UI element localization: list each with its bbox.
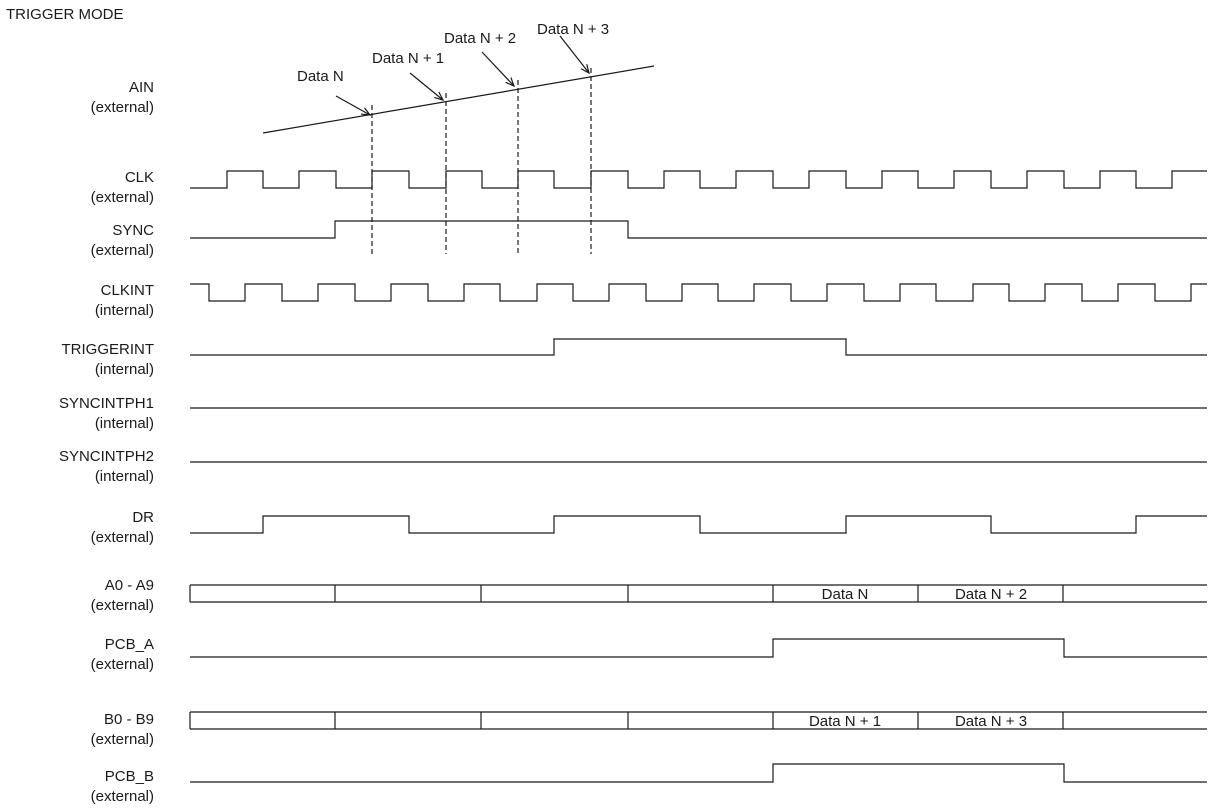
ain-waveform [262,65,655,134]
signal-label-a-bus: A0 - A9 (external) [90,577,154,614]
signal-label-pcb-b: PCB_B (external) [90,768,154,805]
a-bus-value: Data N + 2 [955,586,1027,603]
arrow-data-n [335,95,370,115]
signal-label-pcb-a: PCB_A (external) [90,636,154,673]
arrow-data-n1 [409,72,443,100]
triggerint-waveform [190,338,1207,356]
signal-label-b-bus: B0 - B9 (external) [90,711,154,748]
signal-label-clkint: CLKINT (internal) [94,282,154,319]
signal-label-triggerint: TRIGGERINT (internal) [61,341,155,378]
clkint-waveform [190,283,1207,302]
pcb-b-waveform [190,763,1207,783]
signal-label-syncintph2: SYNCINTPH2 (internal) [58,448,154,485]
b-bus-waveform [189,711,1207,730]
signal-label-sync: SYNC (external) [90,222,154,259]
a-bus-value: Data N [822,586,869,603]
b-bus-value: Data N + 3 [955,713,1027,730]
a-bus-waveform [189,584,1207,603]
arrow-data-n2 [481,51,514,86]
signal-label-clk: CLK (external) [90,169,154,206]
b-bus-value: Data N + 1 [809,713,881,730]
signal-label-ain: AIN (external) [90,79,154,116]
signal-label-dr: DR (external) [90,509,154,546]
arrow-data-n3 [559,35,589,73]
diagram-title: TRIGGER MODE [6,6,124,23]
sample-label-data-n: Data N [297,68,344,85]
signal-label-syncintph1: SYNCINTPH1 (internal) [58,395,154,432]
clk-waveform [190,170,1207,189]
sync-waveform [190,220,1207,239]
pcb-a-waveform [190,638,1207,658]
sample-label-data-n2: Data N + 2 [444,30,516,47]
dr-waveform [190,515,1207,534]
sample-label-data-n1: Data N + 1 [372,50,444,67]
sample-label-data-n3: Data N + 3 [537,21,609,38]
